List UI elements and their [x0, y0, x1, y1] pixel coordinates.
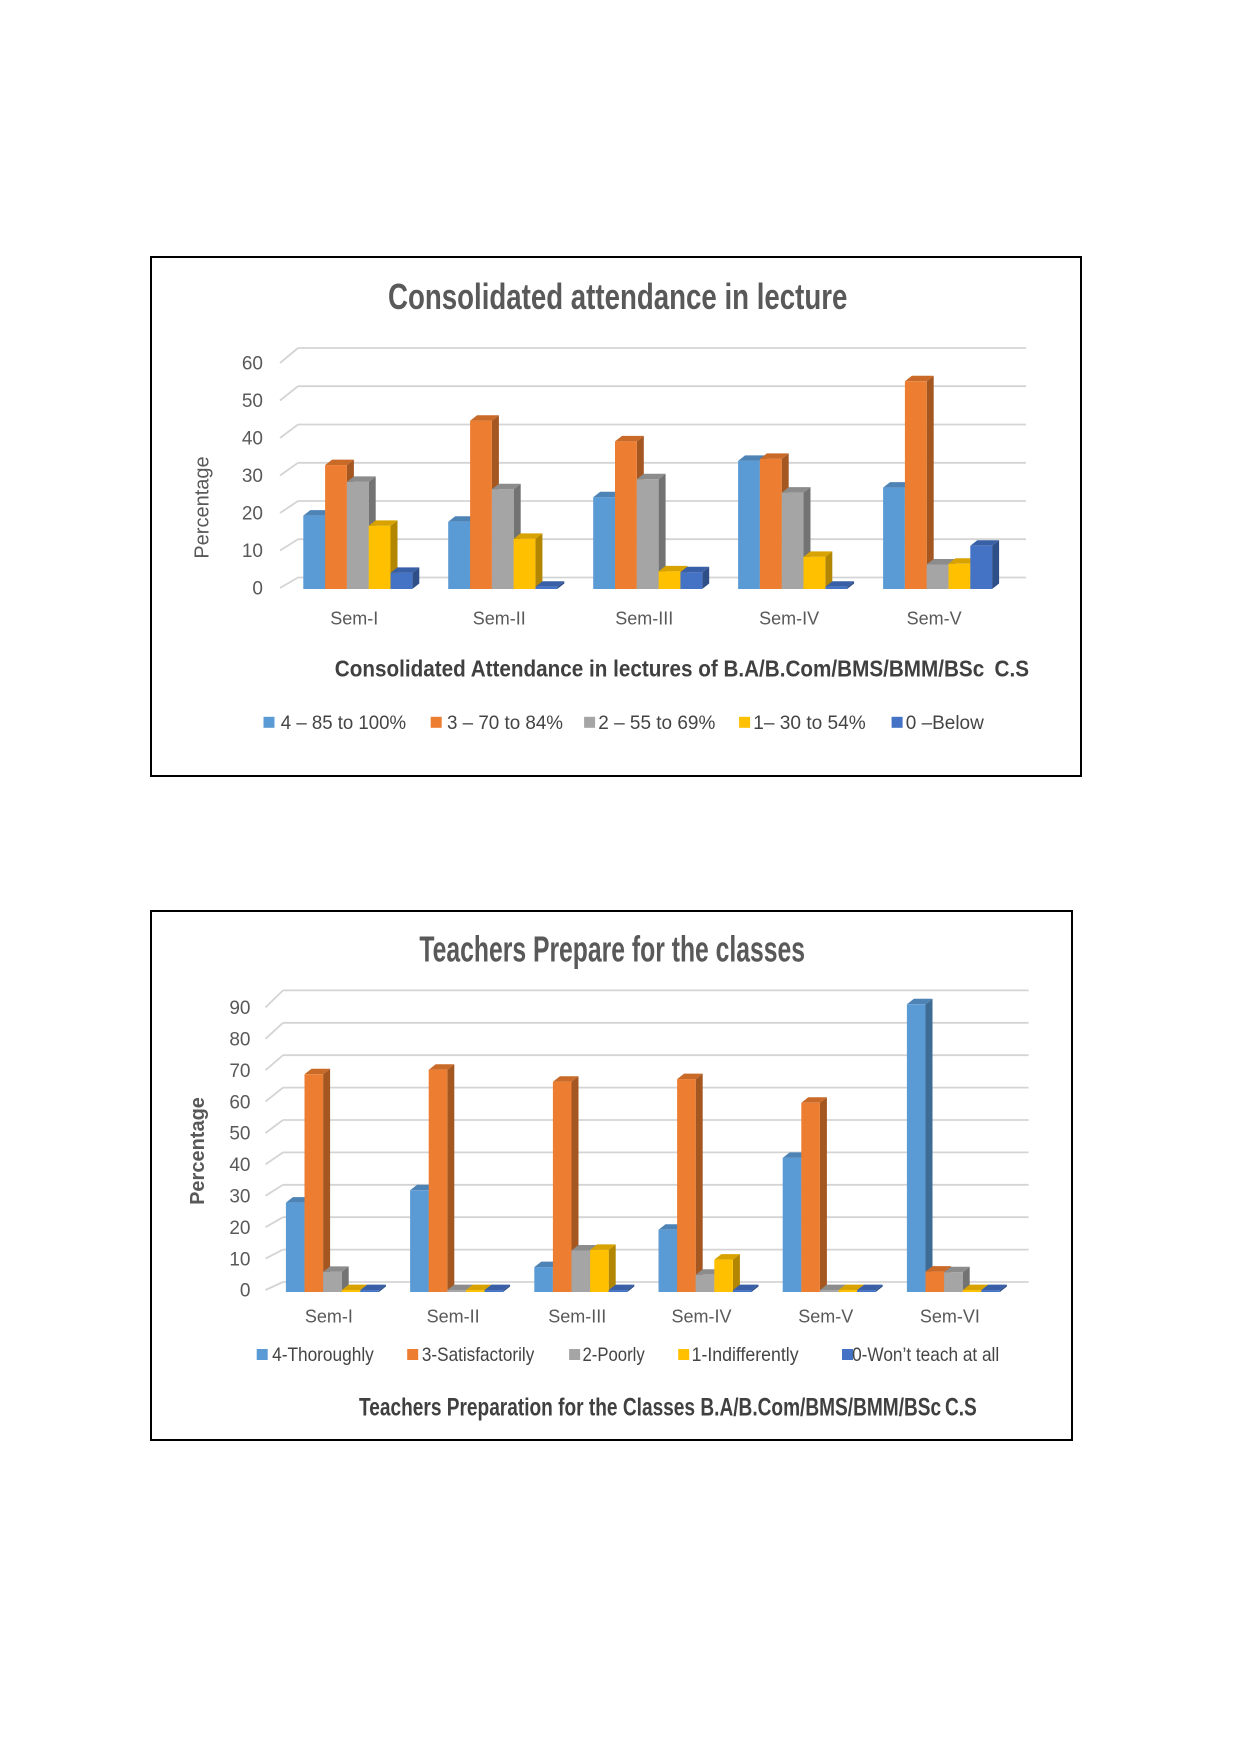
svg-text:50: 50 [229, 1123, 250, 1144]
svg-text:2-Poorly: 2-Poorly [583, 1344, 645, 1366]
svg-text:10: 10 [229, 1249, 250, 1270]
svg-text:Sem-V: Sem-V [798, 1306, 853, 1326]
svg-text:80: 80 [229, 1029, 250, 1050]
svg-text:Consolidated Attendance in lec: Consolidated Attendance in lectures of B… [335, 655, 1029, 681]
svg-text:2 – 55 to 69%: 2 – 55 to 69% [598, 711, 715, 733]
svg-text:30: 30 [242, 466, 263, 487]
svg-text:Consolidated attendance in lec: Consolidated attendance in lecture [388, 275, 847, 316]
svg-text:70: 70 [229, 1060, 250, 1081]
svg-text:90: 90 [229, 998, 250, 1019]
svg-text:Percentage: Percentage [191, 456, 213, 558]
svg-text:Sem-V: Sem-V [907, 608, 962, 628]
svg-text:1-Indifferently: 1-Indifferently [692, 1344, 799, 1366]
svg-text:Sem-I: Sem-I [305, 1306, 353, 1326]
svg-text:60: 60 [242, 353, 263, 374]
svg-text:10: 10 [242, 541, 263, 562]
svg-text:Sem-I: Sem-I [330, 608, 378, 628]
svg-text:60: 60 [229, 1092, 250, 1113]
svg-text:0-Won’t teach at all: 0-Won’t teach at all [852, 1344, 999, 1366]
svg-text:0: 0 [252, 578, 263, 599]
svg-text:40: 40 [229, 1155, 250, 1176]
svg-text:50: 50 [242, 391, 263, 412]
svg-text:1– 30 to 54%: 1– 30 to 54% [753, 711, 865, 733]
svg-text:4 – 85 to 100%: 4 – 85 to 100% [281, 711, 406, 733]
svg-text:30: 30 [229, 1186, 250, 1207]
svg-text:Sem-III: Sem-III [615, 608, 673, 628]
svg-text:Percentage: Percentage [187, 1097, 209, 1205]
svg-text:0: 0 [240, 1280, 251, 1301]
svg-text:3-Satisfactorily: 3-Satisfactorily [422, 1344, 535, 1366]
svg-text:Sem-II: Sem-II [473, 608, 526, 628]
svg-text:3 – 70 to 84%: 3 – 70 to 84% [447, 711, 563, 733]
svg-text:Sem-VI: Sem-VI [920, 1306, 980, 1326]
svg-text:0 –Below: 0 –Below [906, 711, 985, 733]
svg-text:20: 20 [229, 1217, 250, 1238]
svg-text:Sem-IV: Sem-IV [759, 608, 819, 628]
svg-text:Teachers Prepare for the class: Teachers Prepare for the classes [419, 928, 805, 969]
svg-text:Sem-II: Sem-II [427, 1306, 480, 1326]
svg-text:20: 20 [242, 503, 263, 524]
svg-text:Sem-IV: Sem-IV [671, 1306, 731, 1326]
svg-text:40: 40 [242, 428, 263, 449]
svg-text:4-Thoroughly: 4-Thoroughly [272, 1344, 374, 1366]
svg-text:Teachers Preparation for the C: Teachers Preparation for the Classes B.A… [359, 1393, 977, 1421]
svg-text:Sem-III: Sem-III [548, 1306, 606, 1326]
